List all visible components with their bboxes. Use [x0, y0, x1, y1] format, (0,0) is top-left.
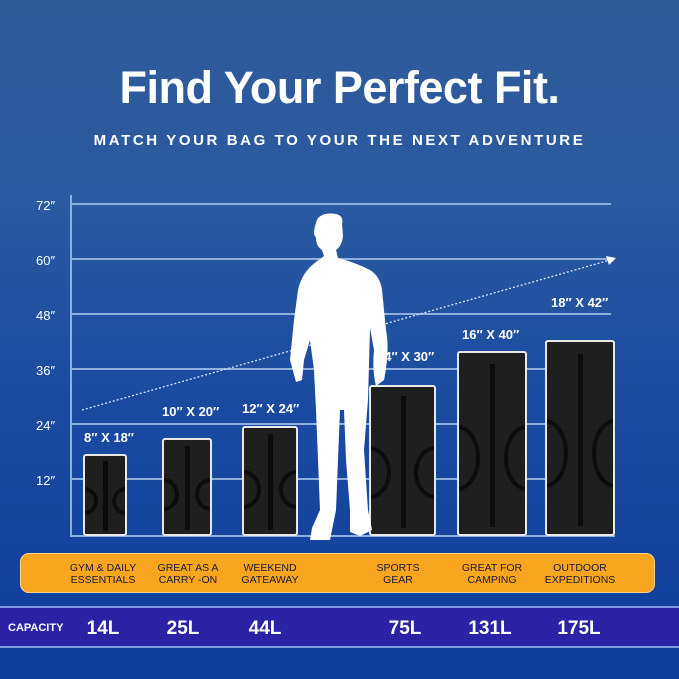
use-line: EXPEDITIONS — [544, 574, 616, 586]
use-line: GATEAWAY — [241, 574, 299, 586]
use-line: WEEKEND — [243, 562, 297, 574]
bag-175l — [545, 340, 615, 536]
bag-size-label: 12″ X 24″ — [242, 401, 300, 416]
bag-size-label: 10″ X 20″ — [162, 404, 220, 419]
tick-label: 72″ — [36, 198, 56, 213]
gridline-24 — [71, 423, 611, 425]
capacity-band — [0, 606, 679, 648]
subtitle: MATCH YOUR BAG TO YOUR THE NEXT ADVENTUR… — [93, 132, 586, 149]
page-title: Find Your Perfect Fit. — [119, 62, 560, 113]
use-line: CARRY -ON — [158, 574, 218, 586]
bag-14l — [83, 454, 127, 536]
bag-75l — [369, 385, 436, 536]
use-line: GEAR — [383, 574, 413, 586]
bag-size-label: 16″ X 40″ — [462, 327, 520, 342]
bag-size-label: 14″ X 30″ — [377, 349, 435, 364]
use-line: GYM & DAILY — [69, 562, 137, 574]
capacity-value: 175L — [557, 618, 601, 639]
use-case-label: WEEKEND GATEAWAY — [220, 562, 320, 586]
gridline-72 — [71, 203, 611, 205]
bag-25l — [162, 438, 212, 536]
y-axis-line — [70, 195, 72, 537]
gridline-12 — [71, 478, 611, 480]
tick-label: 12″ — [36, 473, 56, 488]
use-line: SPORTS — [376, 562, 420, 574]
use-case-label: OUTDOOR EXPEDITIONS — [530, 562, 630, 586]
capacity-value: 44L — [248, 618, 282, 639]
use-line: CAMPING — [467, 574, 517, 586]
capacity-value: 14L — [86, 618, 120, 639]
baseline — [70, 535, 615, 537]
bag-size-label: 8″ X 18″ — [84, 430, 135, 445]
tick-label: 48″ — [36, 308, 56, 323]
use-case-label: GREAT FOR CAMPING — [442, 562, 542, 586]
tick-label: 60″ — [36, 253, 56, 268]
capacity-value: 75L — [388, 618, 422, 639]
capacity-value: 131L — [468, 618, 512, 639]
tick-label: 36″ — [36, 363, 56, 378]
use-line: OUTDOOR — [553, 562, 607, 574]
bag-44l — [242, 426, 298, 536]
use-case-band — [20, 553, 655, 593]
use-case-label: SPORTS GEAR — [348, 562, 448, 586]
use-line: GREAT AS A — [157, 562, 219, 574]
bag-size-label: 18″ X 42″ — [551, 295, 609, 310]
person-silhouette-icon — [290, 213, 388, 540]
use-line: ESSENTIALS — [70, 574, 136, 586]
tick-label: 24″ — [36, 418, 56, 433]
capacity-label: CAPACITY — [8, 622, 64, 634]
use-case-label: GREAT AS A CARRY -ON — [138, 562, 238, 586]
bag-131l — [457, 351, 527, 536]
use-case-label: GYM & DAILY ESSENTIALS — [53, 562, 153, 586]
use-line: GREAT FOR — [461, 562, 523, 574]
capacity-value: 25L — [166, 618, 200, 639]
